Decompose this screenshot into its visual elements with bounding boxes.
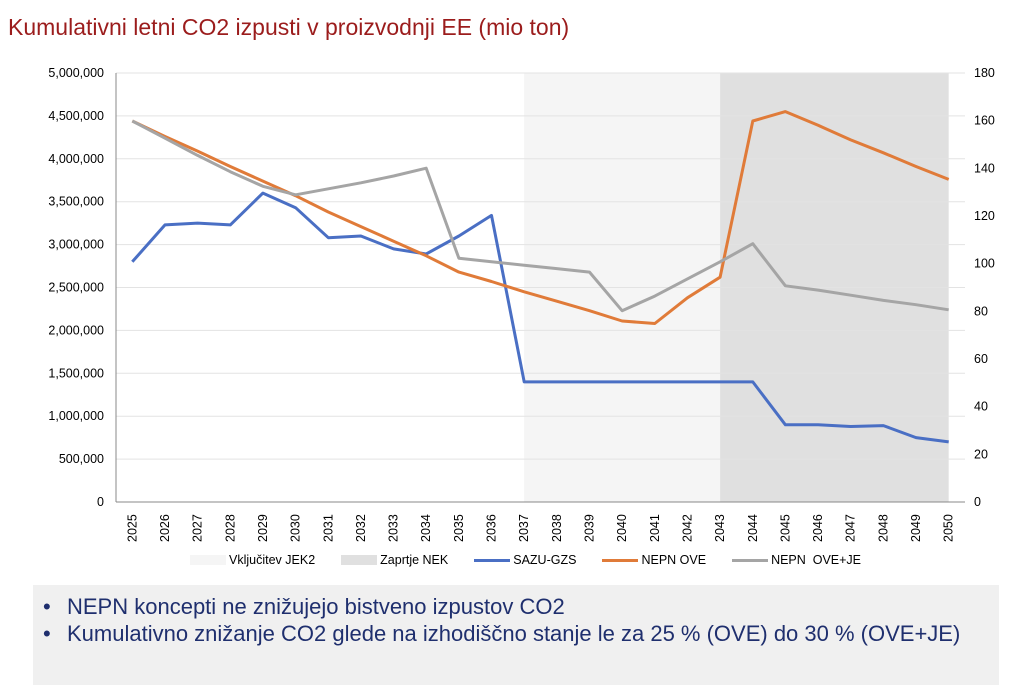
- notes-box: NEPN koncepti ne znižujejo bistveno izpu…: [33, 585, 999, 685]
- y-tick-label: 0: [97, 495, 104, 509]
- x-tick-label: 2048: [876, 514, 890, 542]
- x-tick-label: 2050: [942, 514, 956, 542]
- y2-tick-label: 0: [974, 495, 981, 509]
- note-bullet: Kumulativno znižanje CO2 glede na izhodi…: [43, 620, 999, 647]
- y-tick-label: 4,500,000: [48, 109, 104, 123]
- y2-tick-label: 180: [974, 66, 995, 80]
- chart-title: Kumulativni letni CO2 izpusti v proizvod…: [8, 14, 570, 40]
- x-tick-label: 2045: [778, 514, 792, 542]
- legend-swatch: [341, 555, 378, 565]
- x-tick-label: 2029: [256, 514, 270, 542]
- legend-swatch: [474, 558, 511, 562]
- y-tick-label: 1,500,000: [48, 366, 104, 380]
- x-tick-label: 2039: [582, 514, 596, 542]
- y-tick-label: 2,000,000: [48, 323, 104, 337]
- y-tick-label: 1,000,000: [48, 409, 104, 423]
- series-line-nepn-ove: [131, 110, 950, 325]
- x-tick-label: 2047: [844, 514, 858, 542]
- legend-label: NEPN OVE: [641, 553, 707, 567]
- x-tick-label: 2042: [680, 514, 694, 542]
- legend-item-ove-je: NEPN OVE+JE: [732, 553, 861, 567]
- x-tick-label: 2035: [452, 514, 466, 542]
- x-tick-label: 2031: [321, 514, 335, 542]
- y2-tick-label: 60: [974, 352, 988, 366]
- x-tick-label: 2040: [615, 514, 629, 542]
- x-tick-label: 2033: [387, 514, 401, 542]
- legend-swatch: [190, 555, 226, 565]
- y-tick-label: 2,500,000: [48, 281, 104, 295]
- x-tick-label: 2026: [158, 514, 172, 542]
- series-line-nepn-ove-je: [131, 119, 949, 313]
- x-tick-label: 2041: [648, 514, 662, 542]
- legend: Vključitev JEK2 Zaprtje NEK SAZU-GZS NEP…: [190, 553, 861, 567]
- y-tick-label: 4,000,000: [48, 152, 104, 166]
- x-tick-label: 2032: [354, 514, 368, 542]
- y-tick-label: 3,500,000: [48, 195, 104, 209]
- x-tick-label: 2027: [191, 514, 205, 542]
- x-tick-label: 2049: [909, 514, 923, 542]
- x-tick-label: 2025: [125, 514, 139, 542]
- x-tick-label: 2037: [517, 514, 531, 542]
- y2-tick-label: 120: [974, 209, 995, 223]
- x-tick-label: 2038: [550, 514, 564, 542]
- y-tick-label: 5,000,000: [48, 66, 104, 80]
- legend-item-ove: NEPN OVE: [602, 553, 706, 567]
- note-bullet: NEPN koncepti ne znižujejo bistveno izpu…: [43, 593, 999, 620]
- legend-item-jek2: Vključitev JEK2: [190, 553, 315, 567]
- y2-tick-label: 160: [974, 114, 995, 128]
- x-tick-label: 2028: [223, 514, 237, 542]
- legend-label: Vključitev JEK2: [229, 553, 316, 567]
- x-tick-label: 2036: [485, 514, 499, 542]
- legend-item-sazu: SAZU-GZS: [474, 553, 576, 567]
- x-tick-label: 2034: [419, 514, 433, 542]
- legend-swatch: [732, 558, 769, 562]
- legend-item-nek: Zaprtje NEK: [341, 553, 448, 567]
- legend-label: Zaprtje NEK: [380, 553, 449, 567]
- x-tick-label: 2046: [811, 514, 825, 542]
- y2-tick-label: 20: [974, 447, 988, 461]
- legend-swatch: [602, 558, 639, 562]
- y2-tick-label: 80: [974, 304, 988, 318]
- y-tick-label: 500,000: [59, 452, 104, 466]
- x-tick-label: 2044: [746, 514, 760, 542]
- line-chart: 5,000,000 4,500,000 4,000,000 3,500,000 3,00…: [48, 66, 995, 542]
- series-line-sazu-gzs: [131, 191, 949, 444]
- y2-tick-label: 100: [974, 257, 995, 271]
- y2-tick-label: 140: [974, 161, 995, 175]
- x-tick-label: 2030: [289, 514, 303, 542]
- legend-label: SAZU-GZS: [513, 553, 577, 567]
- y-tick-label: 3,000,000: [48, 238, 104, 252]
- y2-tick-label: 40: [974, 400, 988, 414]
- legend-label: NEPN OVE+JE: [771, 553, 862, 567]
- x-tick-label: 2043: [713, 514, 727, 542]
